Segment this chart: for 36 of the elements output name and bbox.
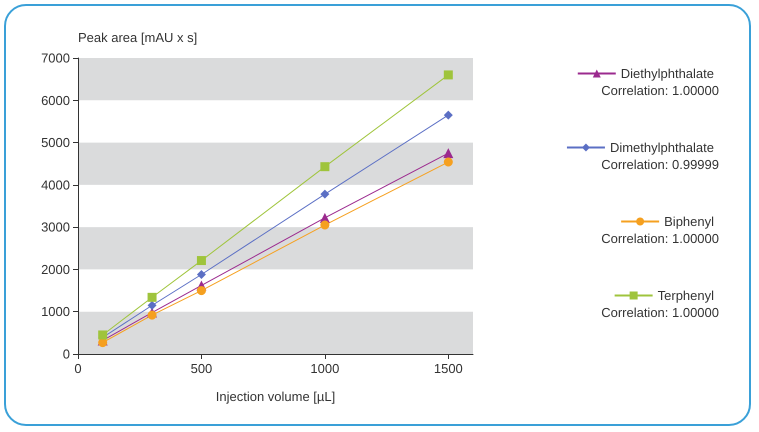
legend-label: Dimethylphthalate — [610, 140, 714, 155]
point — [196, 270, 206, 280]
point — [320, 162, 330, 172]
point — [148, 300, 157, 310]
y-tick-label: 0 — [62, 346, 70, 362]
point — [320, 190, 330, 199]
text: Correlation: 0.99999 — [601, 157, 720, 172]
point — [148, 310, 157, 320]
point — [148, 292, 157, 302]
point — [443, 148, 454, 158]
legend-label: Diethylphthalate — [620, 66, 714, 81]
y-tick-label: 6000 — [41, 92, 70, 108]
x-axis-title: Injection volume [µL] — [216, 389, 336, 404]
x-tick-label: 1500 — [434, 361, 463, 376]
point — [320, 220, 330, 230]
y-tick-label: 3000 — [41, 220, 70, 235]
x-tick-label: 0 — [74, 361, 82, 376]
point — [444, 158, 453, 167]
y-tick-label: 4000 — [41, 177, 70, 192]
y-tick-label: 2000 — [41, 262, 70, 277]
x-tick-label: 1000 — [310, 361, 340, 376]
text: Correlation: 1.00000 — [601, 83, 720, 98]
text: Correlation: 1.00000 — [601, 231, 720, 246]
legend-label: Terphenyl — [658, 288, 714, 303]
text: Correlation: 1.00000 — [601, 305, 720, 320]
point — [444, 110, 453, 120]
point — [196, 286, 206, 296]
point — [98, 330, 108, 340]
x-tick-label: 500 — [190, 361, 212, 376]
legend-label: Biphenyl — [664, 214, 714, 229]
y-axis-title: Peak area [mAU x s] — [78, 30, 198, 45]
point — [196, 256, 206, 266]
point — [444, 70, 453, 80]
y-tick-label: 5000 — [41, 135, 70, 150]
y-tick-label: 1000 — [41, 304, 70, 320]
y-tick-label: 7000 — [41, 50, 70, 66]
